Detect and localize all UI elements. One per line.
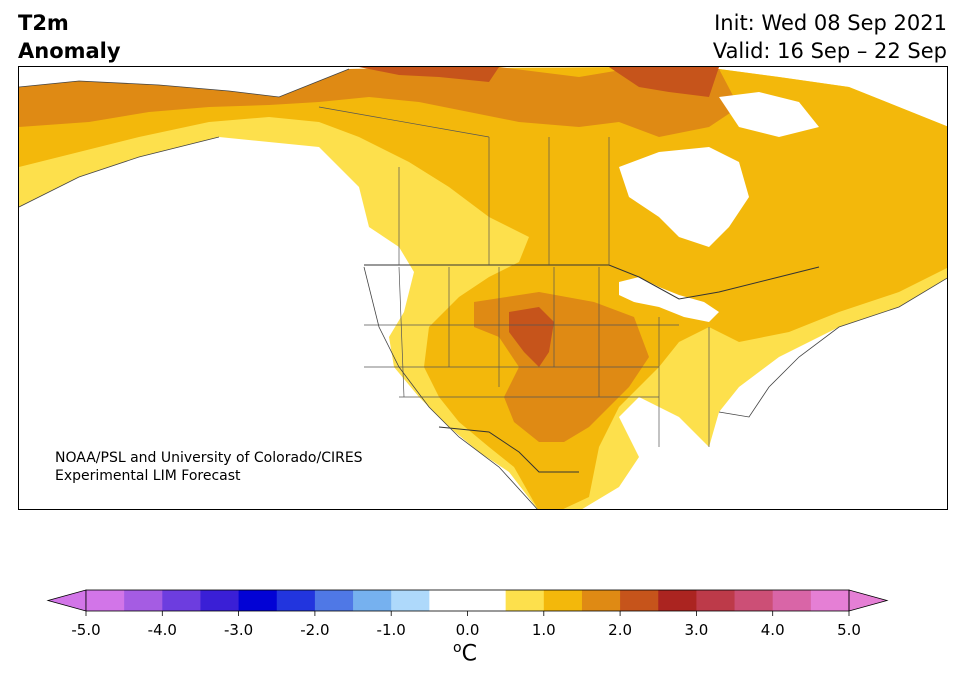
colorbar-swatch (162, 590, 201, 611)
province-lines (318, 106, 610, 265)
colorbar-swatch (772, 590, 812, 611)
coastline (19, 68, 947, 509)
us-mexico-border (438, 426, 579, 473)
field-label: Anomaly (18, 39, 121, 63)
anomaly-map (18, 66, 948, 510)
colorbar-tick-label: -4.0 (148, 621, 177, 639)
colorbar-swatch (238, 590, 278, 611)
colorbar-swatch (391, 590, 430, 611)
anomaly-zone-3c (19, 67, 739, 137)
colorbar-tick-label: 4.0 (761, 621, 785, 639)
state-lines (364, 266, 710, 447)
colorbar: -5.0 -4.0 -3.0 -2.0 -1.0 0.0 1.0 2.0 3.0 4.0 5.0 (46, 589, 889, 639)
colorbar-tick-label: -5.0 (71, 621, 100, 639)
colorbar-swatch (467, 590, 507, 611)
great-lakes (619, 277, 719, 322)
colorbar-swatch (124, 590, 163, 611)
colorbar-tick-label: 0.0 (456, 621, 480, 639)
colorbar-swatch (658, 590, 697, 611)
chart-title: T2m Anomaly (18, 9, 121, 65)
colorbar-swatch (696, 590, 736, 611)
colorbar-swatch (734, 590, 774, 611)
colorbar-swatch (200, 590, 240, 611)
variable-label: T2m (18, 11, 69, 35)
anomaly-zone-4c (509, 307, 554, 367)
arctic-water (719, 92, 819, 137)
colorbar-swatch (429, 590, 468, 611)
credit-line-2: Experimental LIM Forecast (55, 468, 241, 484)
colorbar-swatches (46, 589, 889, 612)
colorbar-swatch (543, 590, 583, 611)
colorbar-tick-label: -1.0 (377, 621, 406, 639)
map-canvas (19, 67, 947, 509)
hudson-bay (619, 147, 749, 247)
colorbar-swatch (86, 590, 125, 611)
colorbar-swatch (353, 590, 392, 611)
colorbar-tick-label: 1.0 (532, 621, 556, 639)
colorbar-tick-label: 2.0 (608, 621, 632, 639)
credit-text: NOAA/PSL and University of Colorado/CIRE… (55, 449, 363, 485)
colorbar-swatch (581, 590, 621, 611)
degree-symbol: o (453, 640, 462, 656)
colorbar-tick-label: 5.0 (837, 621, 861, 639)
colorbar-swatch (810, 590, 850, 611)
colorbar-ticks: -5.0 -4.0 -3.0 -2.0 -1.0 0.0 1.0 2.0 3.0 4.0 5.0 (71, 611, 861, 639)
colorbar-swatch (314, 590, 354, 611)
unit-label: C (461, 641, 477, 667)
init-date: Init: Wed 08 Sep 2021 (714, 11, 947, 35)
colorbar-tick-label: -3.0 (224, 621, 253, 639)
date-info: Init: Wed 08 Sep 2021 Valid: 16 Sep – 22… (713, 9, 947, 65)
anomaly-zone-4c-arctic (359, 67, 719, 97)
colorbar-swatch (276, 590, 316, 611)
colorbar-tick-label: 3.0 (684, 621, 708, 639)
credit-line-1: NOAA/PSL and University of Colorado/CIRE… (55, 450, 363, 466)
colorbar-swatch (620, 590, 659, 611)
valid-range: Valid: 16 Sep – 22 Sep (712, 39, 947, 63)
colorbar-tick-label: -2.0 (300, 621, 329, 639)
colorbar-swatch (505, 590, 545, 611)
colorbar-unit: oC (453, 640, 477, 666)
colorbar-extend-low (46, 589, 87, 612)
colorbar-extend-high (848, 589, 889, 612)
